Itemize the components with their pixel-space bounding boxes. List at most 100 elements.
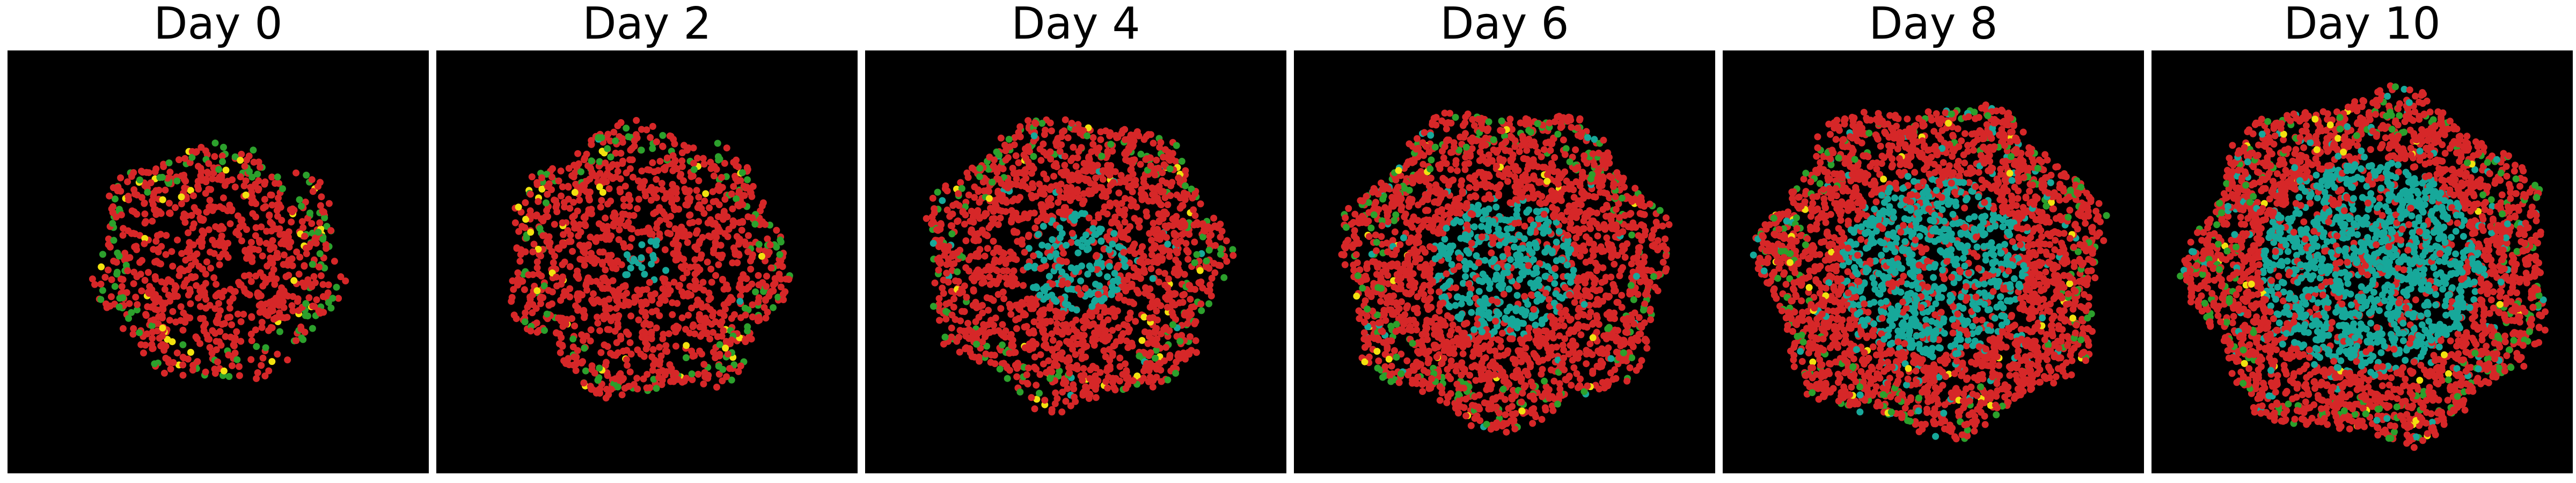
cell-dot [161, 286, 169, 293]
cell-dot [308, 220, 316, 227]
cell-dot [720, 216, 727, 223]
cell-dot [1179, 298, 1187, 306]
cell-dot [1040, 223, 1047, 230]
cell-dot [954, 268, 961, 275]
cell-dot [1117, 333, 1125, 340]
cell-dot [652, 241, 660, 249]
cell-dot [692, 230, 700, 237]
cell-dot [1098, 152, 1106, 160]
cell-dot [1040, 360, 1047, 368]
cell-dot [707, 306, 714, 313]
cell-dot [1126, 223, 1133, 230]
cell-dot [252, 213, 259, 221]
cell-dot [200, 323, 208, 331]
cell-dot [1063, 241, 1070, 249]
cell-dot [1101, 328, 1109, 336]
cell-dot [230, 341, 237, 349]
cell-dot [625, 383, 633, 390]
cell-dot [1149, 383, 1157, 391]
cell-dot [725, 225, 733, 233]
cell-dot [109, 184, 117, 192]
cell-dot [258, 324, 266, 331]
cell-dot [1048, 183, 1055, 191]
cell-dot [1181, 350, 1188, 357]
cell-dot [609, 277, 617, 284]
cell-dot [543, 207, 551, 214]
cell-dot [1197, 300, 1205, 308]
cell-dot [138, 287, 145, 295]
cell-dot [188, 153, 196, 161]
cell-dot [948, 288, 955, 295]
cell-dot [588, 137, 595, 144]
cell-dot [1467, 422, 1475, 429]
cell-dot [151, 360, 158, 368]
cell-dot [141, 219, 149, 227]
cell-dot [976, 215, 983, 222]
cell-dot [1042, 340, 1049, 348]
cell-dot [626, 339, 634, 346]
cell-dot [173, 349, 181, 357]
cell-dot [1628, 260, 1635, 268]
cell-dot [226, 304, 233, 312]
cell-dot [1029, 338, 1036, 345]
cell-dot [710, 172, 718, 180]
cell-dot [1163, 179, 1170, 187]
cell-dot [166, 297, 173, 305]
cell-dot [149, 328, 156, 336]
cell-dot [1102, 378, 1110, 385]
cell-dot [207, 248, 214, 256]
cell-dot [1573, 370, 1580, 377]
cell-dot [226, 286, 234, 293]
cell-dot [342, 277, 349, 284]
cell-dot [1166, 253, 1173, 260]
cell-dot [133, 273, 141, 281]
cell-dot [1153, 297, 1161, 305]
cell-dot [1163, 304, 1171, 311]
cell-dot [588, 169, 596, 176]
cell-dot [1182, 167, 1189, 174]
cell-dot [1024, 117, 1032, 125]
cell-dot [1021, 248, 1028, 256]
cell-dot [309, 302, 317, 310]
cell-dot [131, 191, 138, 197]
cell-dot [251, 182, 258, 190]
cell-dot [276, 309, 283, 317]
cell-dot [220, 143, 227, 151]
cell-dot [649, 346, 657, 353]
cell-dot [1179, 202, 1186, 209]
cell-dot [250, 147, 257, 154]
cell-dot [553, 273, 560, 281]
cell-dot [327, 227, 335, 235]
cell-dot [667, 378, 675, 385]
cell-dot [686, 211, 694, 218]
cell-dot [962, 264, 970, 272]
cell-dot [585, 190, 592, 197]
cell-dot [935, 295, 943, 302]
cell-dot [610, 352, 617, 359]
cell-dot [714, 140, 721, 147]
cell-dot [642, 300, 650, 308]
cell-dot [179, 371, 187, 379]
cell-dot [720, 327, 727, 334]
cell-dot [738, 226, 745, 234]
cell-dot [1122, 385, 1130, 392]
cell-dot [1136, 258, 1144, 266]
cell-dot [148, 322, 156, 330]
cell-dot [634, 229, 642, 236]
cell-dot [192, 149, 200, 156]
cell-dot [1151, 241, 1158, 249]
cell-dot [162, 342, 170, 350]
cell-dot [1462, 130, 1469, 137]
cell-dot [333, 283, 340, 291]
cell-dot [623, 356, 630, 363]
cell-dot [665, 221, 673, 228]
cell-dot [259, 354, 267, 362]
cell-dot [976, 357, 983, 365]
cell-dot [269, 221, 276, 228]
cell-dot [1004, 375, 1011, 382]
cell-dot [1527, 291, 1535, 298]
cell-dot [292, 337, 300, 345]
cell-dot [248, 188, 255, 196]
cell-dot [605, 391, 612, 398]
cell-dot [610, 222, 617, 230]
